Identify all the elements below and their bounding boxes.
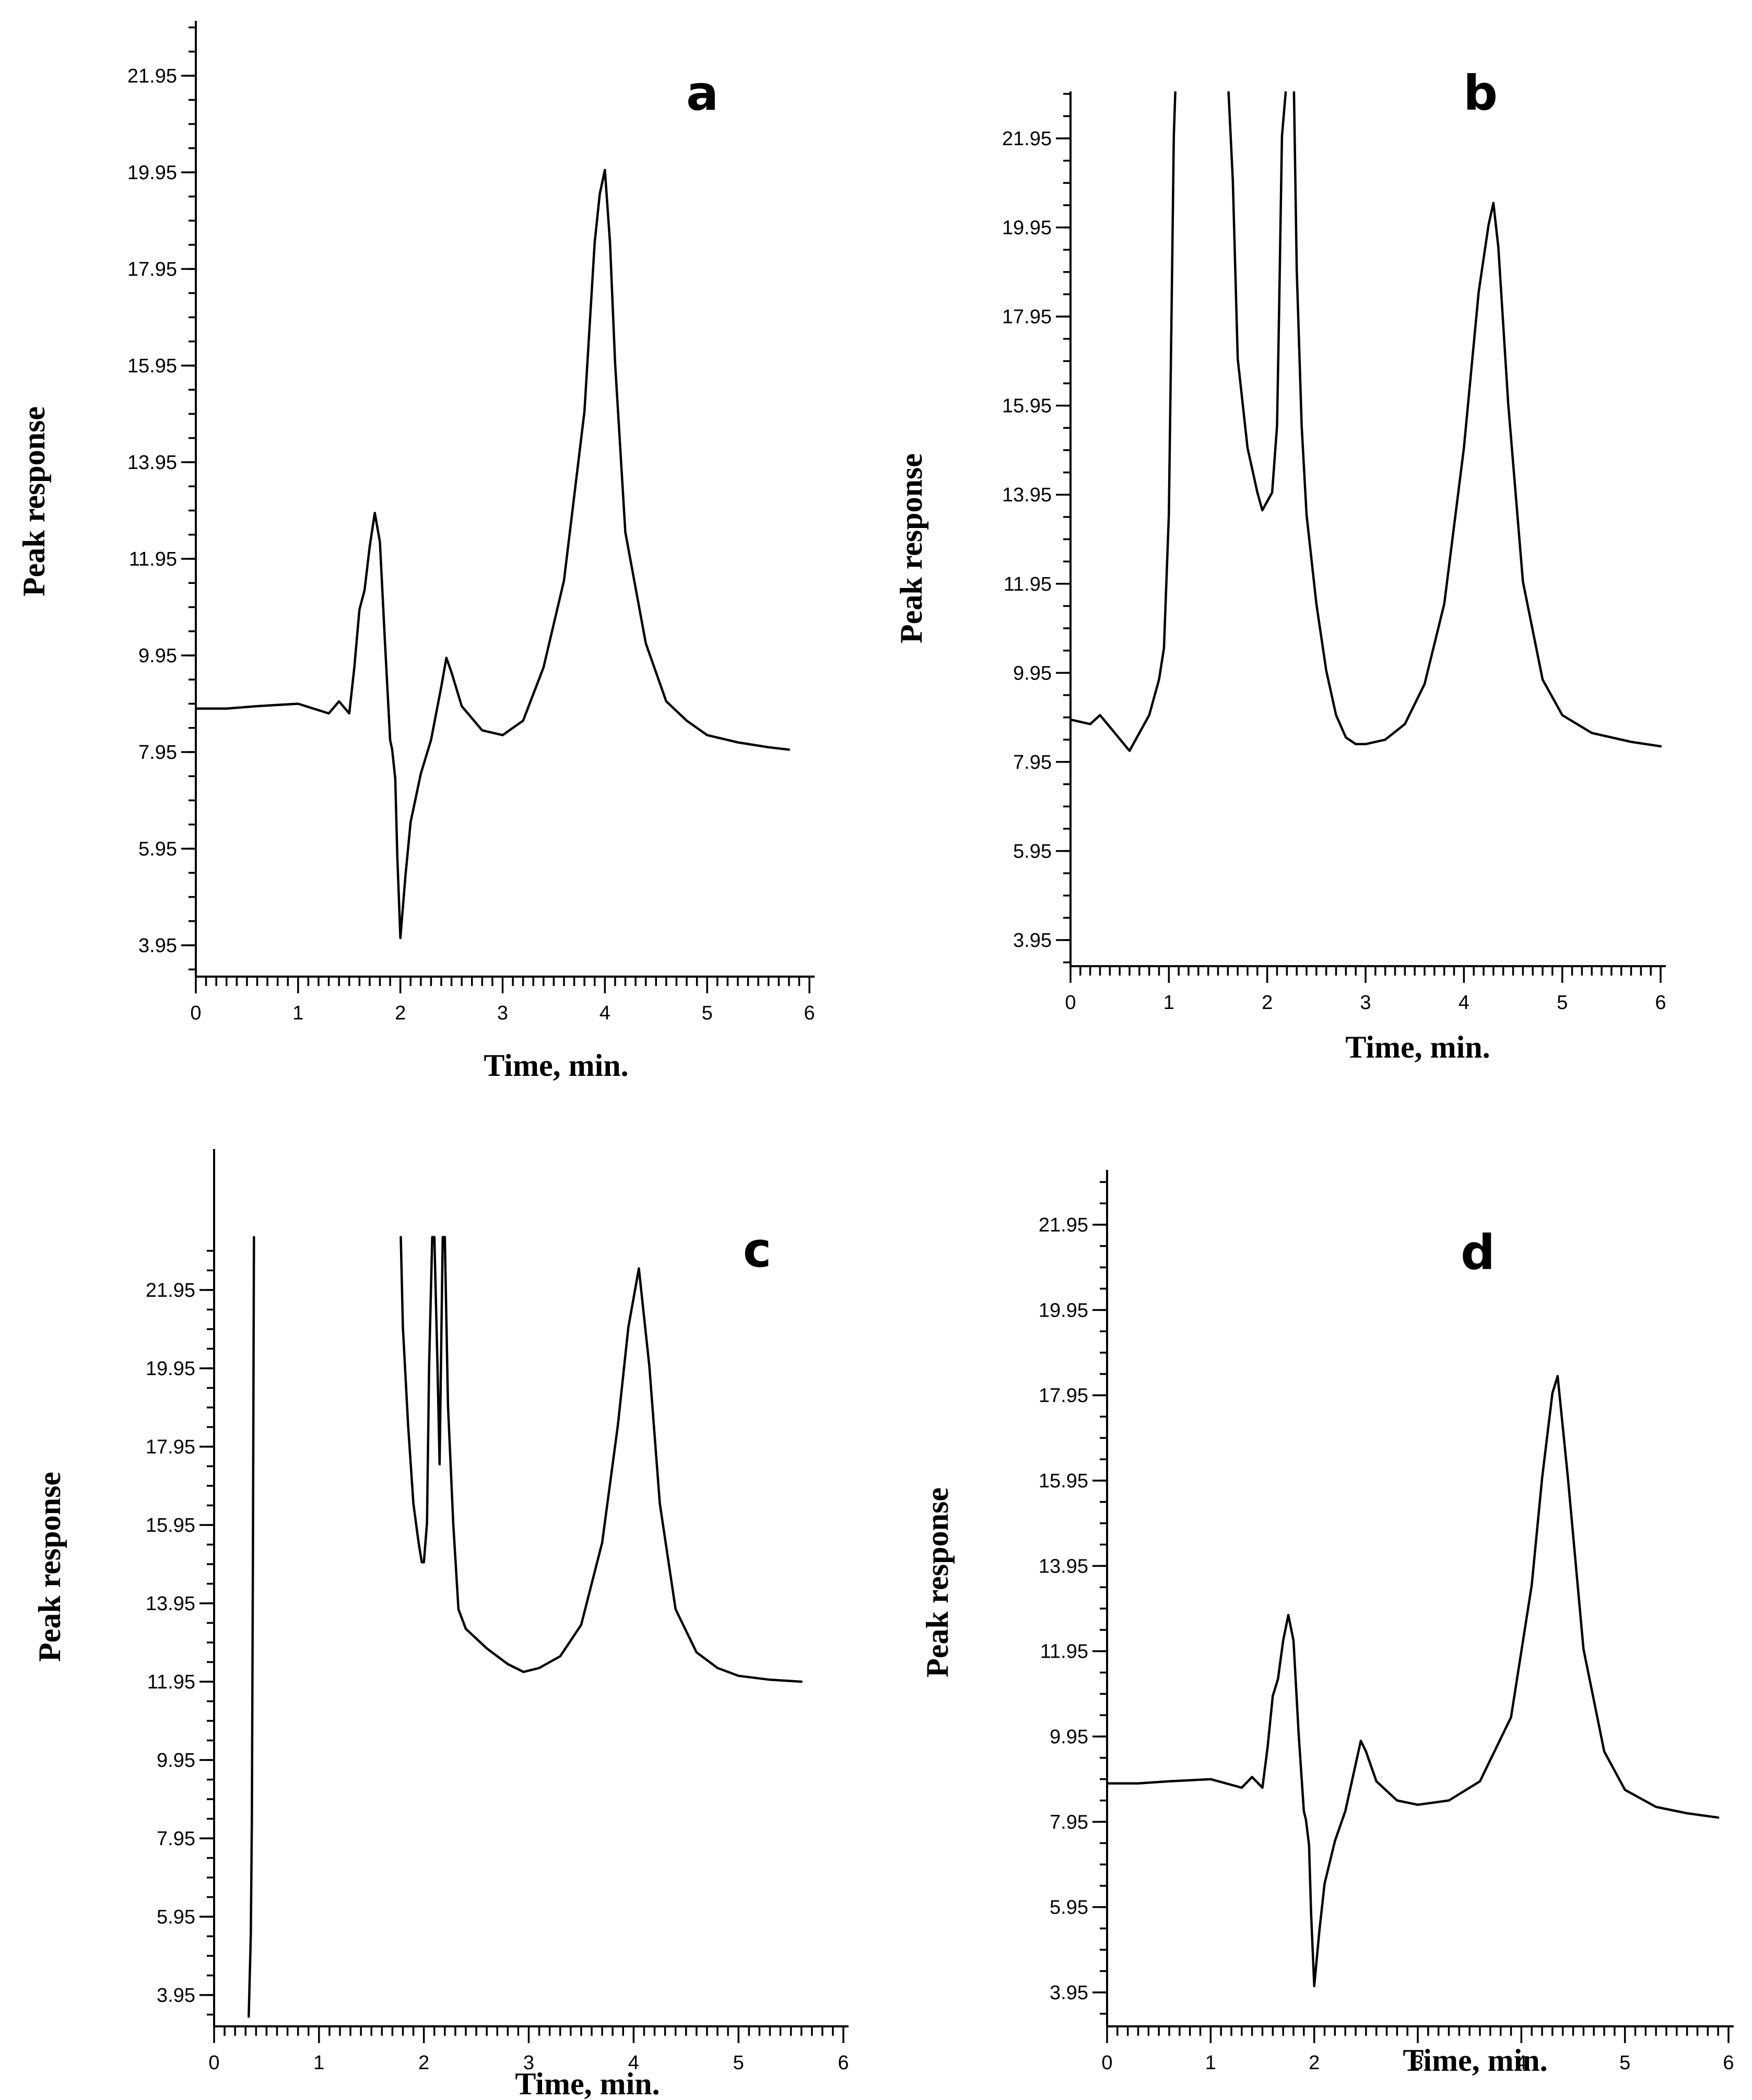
y-tick-label: 13.95 — [1002, 484, 1052, 506]
x-tick-label: 4 — [599, 1002, 610, 1024]
y-tick-label: 7.95 — [138, 742, 177, 764]
y-tick-label: 11.95 — [1040, 1641, 1088, 1663]
x-tick-label: 5 — [1557, 992, 1568, 1014]
y-tick-label: 15.95 — [146, 1515, 195, 1536]
y-tick-label: 21.95 — [146, 1280, 195, 1301]
panel-b: 0 1 2 3 4 5 6 3.95 5.95 7.95 9.95 11.95 13.95 15.95 17… — [894, 65, 1666, 1064]
y-tick-label: 21.95 — [127, 65, 177, 87]
y-tick-label: 15.95 — [1002, 395, 1052, 417]
x-tick-label: 4 — [1459, 992, 1469, 1014]
x-tick-label: 3 — [1360, 992, 1371, 1014]
x-tick-label: 4 — [628, 2052, 639, 2074]
y-tick-label: 13.95 — [127, 452, 177, 474]
chromatogram-trace — [1071, 91, 1662, 752]
x-tick-label: 6 — [1655, 992, 1666, 1014]
y-tick-label: 3.95 — [1013, 930, 1052, 952]
x-tick-label: 0 — [1101, 2052, 1112, 2074]
x-axis-title: Time, min. — [515, 2067, 660, 2100]
y-tick-label: 17.95 — [1002, 306, 1052, 328]
y-tick-label: 5.95 — [157, 1906, 195, 1928]
panel-c: 0 1 2 3 4 5 6 3.95 5.95 7.95 9.95 11.95 13.95 15.95 17… — [32, 1149, 849, 2100]
x-tick-label: 0 — [1065, 992, 1076, 1014]
x-axis-title: Time, min. — [1403, 2043, 1547, 2078]
chromatogram-trace — [1107, 1375, 1720, 1988]
y-tick-label: 5.95 — [138, 838, 177, 860]
chromatogram-trace — [196, 169, 791, 940]
x-tick-label: 2 — [418, 2052, 429, 2074]
x-tick-label: 4 — [1516, 2052, 1527, 2074]
y-tick-label: 13.95 — [146, 1593, 195, 1615]
x-tick-label: 3 — [1412, 2052, 1423, 2074]
y-tick-label: 3.95 — [138, 935, 177, 957]
y-tick-label: 21.95 — [1002, 128, 1052, 150]
panel-a: 0 1 2 3 4 5 6 3.95 5.95 7.95 9.95 11.95 13.95 15.95 17… — [17, 21, 815, 1083]
y-tick-label: 11.95 — [147, 1671, 195, 1693]
y-axis-title: Peak response — [920, 1487, 955, 1677]
y-tick-label: 5.95 — [1050, 1897, 1088, 1919]
x-tick-label: 6 — [804, 1002, 815, 1024]
y-tick-label: 7.95 — [1013, 752, 1052, 773]
x-tick-label: 1 — [1163, 992, 1174, 1014]
x-tick-label: 2 — [1262, 992, 1273, 1014]
x-tick-label: 1 — [292, 1002, 303, 1024]
y-tick-label: 17.95 — [1039, 1385, 1088, 1407]
y-tick-label: 17.95 — [127, 259, 177, 280]
y-tick-label: 9.95 — [157, 1750, 195, 1771]
y-tick-label: 21.95 — [1039, 1214, 1088, 1236]
x-tick-label: 5 — [702, 1002, 713, 1024]
x-tick-label: 5 — [733, 2052, 744, 2074]
y-axis-title: Peak response — [894, 453, 928, 643]
panel-letter: a — [686, 65, 719, 121]
y-tick-label: 13.95 — [1039, 1555, 1088, 1577]
y-tick-label: 19.95 — [127, 162, 177, 184]
x-tick-label: 6 — [1723, 2052, 1734, 2074]
y-tick-label: 15.95 — [1039, 1470, 1088, 1492]
x-tick-label: 0 — [208, 2052, 219, 2074]
y-axis-title: Peak response — [17, 406, 51, 596]
y-tick-label: 9.95 — [1050, 1726, 1088, 1748]
y-tick-label: 7.95 — [157, 1828, 195, 1850]
x-tick-label: 2 — [395, 1002, 406, 1024]
y-tick-label: 3.95 — [1050, 1982, 1088, 2004]
chromatogram-trace — [248, 1236, 255, 2018]
y-tick-label: 9.95 — [138, 645, 177, 667]
panel-d: 0 1 2 3 4 5 6 3.95 5.95 7.95 9.95 11.95 13.95 15.95 17… — [920, 1170, 1734, 2078]
y-tick-label: 11.95 — [129, 548, 177, 570]
y-tick-label: 19.95 — [1002, 217, 1052, 239]
y-tick-label: 17.95 — [146, 1436, 195, 1458]
y-tick-label: 5.95 — [1013, 840, 1052, 862]
y-tick-label: 9.95 — [1013, 662, 1052, 684]
x-tick-label: 3 — [523, 2052, 534, 2074]
panel-letter: b — [1463, 65, 1498, 121]
x-tick-label: 6 — [838, 2052, 849, 2074]
chromatogram-trace — [399, 1236, 803, 1683]
x-tick-label: 5 — [1619, 2052, 1630, 2074]
panel-letter: d — [1461, 1225, 1495, 1281]
y-tick-label: 11.95 — [1004, 573, 1052, 595]
x-tick-label: 2 — [1309, 2052, 1320, 2074]
x-tick-label: 1 — [313, 2052, 324, 2074]
y-tick-label: 7.95 — [1050, 1811, 1088, 1833]
x-axis-title: Time, min. — [484, 1048, 628, 1083]
y-tick-label: 19.95 — [146, 1358, 195, 1380]
x-tick-label: 1 — [1205, 2052, 1216, 2074]
y-tick-label: 3.95 — [157, 1985, 195, 2007]
y-axis-title: Peak response — [32, 1472, 67, 1662]
panel-letter: c — [743, 1222, 772, 1278]
y-tick-label: 19.95 — [1039, 1299, 1088, 1321]
x-tick-label: 0 — [190, 1002, 201, 1024]
x-tick-label: 3 — [497, 1002, 508, 1024]
x-axis-title: Time, min. — [1345, 1030, 1490, 1064]
y-tick-label: 15.95 — [127, 355, 177, 377]
